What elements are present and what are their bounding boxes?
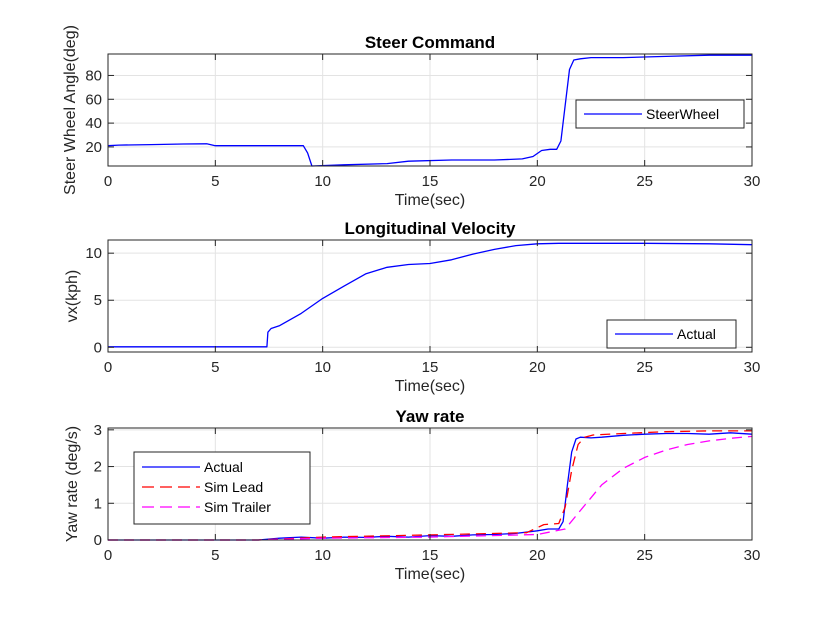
- y-tick-label: 0: [94, 532, 102, 549]
- legend-label: Actual: [677, 326, 716, 342]
- legend: SteerWheel: [575, 99, 745, 129]
- x-tick-label: 30: [744, 547, 761, 564]
- x-axis-label: Time(sec): [395, 192, 466, 209]
- chart-1: 0 5 10 15 20 25 30 0 5 10 Longitudinal Velocity Tim…: [64, 219, 760, 395]
- y-tick-label: 3: [94, 422, 102, 439]
- y-axis-label: vx(kph): [64, 270, 81, 322]
- legend: Actual: [606, 319, 737, 349]
- chart-title: Longitudinal Velocity: [345, 219, 517, 238]
- y-tick-label: 60: [85, 91, 102, 108]
- x-tick-label: 5: [211, 173, 219, 190]
- y-tick-label: 40: [85, 115, 102, 132]
- chart-title: Steer Command: [365, 33, 495, 52]
- series-line-0: [108, 432, 753, 541]
- x-tick-label: 5: [211, 547, 219, 564]
- x-tick-label: 25: [636, 173, 653, 190]
- x-tick-label: 25: [636, 359, 653, 376]
- series-line-2: [108, 435, 753, 541]
- y-tick-label: 20: [85, 139, 102, 156]
- x-tick-label: 30: [744, 359, 761, 376]
- chart-title: Yaw rate: [396, 407, 465, 426]
- x-tick-label: 20: [529, 359, 546, 376]
- y-tick-label: 10: [85, 245, 102, 262]
- x-tick-label: 25: [636, 547, 653, 564]
- x-tick-label: 15: [422, 547, 439, 564]
- legend: Actual Sim Lead Sim Trailer: [133, 451, 311, 525]
- x-tick-label: 15: [422, 173, 439, 190]
- y-tick-label: 2: [94, 459, 102, 476]
- chart-2: 0 5 10 15 20 25 30 0 1 2 3 Yaw rate Time(sec) Yaw rat…: [64, 407, 760, 583]
- x-tick-label: 20: [529, 547, 546, 564]
- chart-0: 0 5 10 15 20 25 30 20 40 60 80 Steer Command Time(se…: [62, 25, 760, 209]
- x-tick-label: 10: [314, 547, 331, 564]
- legend-label: Sim Lead: [204, 479, 263, 495]
- legend-label: Sim Trailer: [204, 499, 271, 515]
- y-axis-label: Yaw rate (deg/s): [64, 426, 81, 542]
- y-tick-label: 80: [85, 67, 102, 84]
- x-axis-label: Time(sec): [395, 378, 466, 395]
- series-line-0: [107, 54, 752, 167]
- x-tick-label: 10: [314, 173, 331, 190]
- x-tick-label: 5: [211, 359, 219, 376]
- y-tick-label: 0: [94, 339, 102, 356]
- y-tick-label: 1: [94, 495, 102, 512]
- x-axis-label: Time(sec): [395, 566, 466, 583]
- legend-box: [133, 451, 311, 525]
- series-line-0: [108, 242, 753, 348]
- x-tick-label: 15: [422, 359, 439, 376]
- x-tick-label: 20: [529, 173, 546, 190]
- series-line-1: [108, 430, 752, 541]
- legend-label: SteerWheel: [646, 106, 719, 122]
- x-tick-label: 0: [104, 547, 112, 564]
- x-tick-label: 30: [744, 173, 761, 190]
- legend-label: Actual: [204, 459, 243, 475]
- y-axis-label: Steer Wheel Angle(deg): [62, 25, 79, 195]
- x-tick-label: 0: [104, 173, 112, 190]
- y-tick-label: 5: [94, 292, 102, 309]
- x-tick-label: 10: [314, 359, 331, 376]
- x-tick-label: 0: [104, 359, 112, 376]
